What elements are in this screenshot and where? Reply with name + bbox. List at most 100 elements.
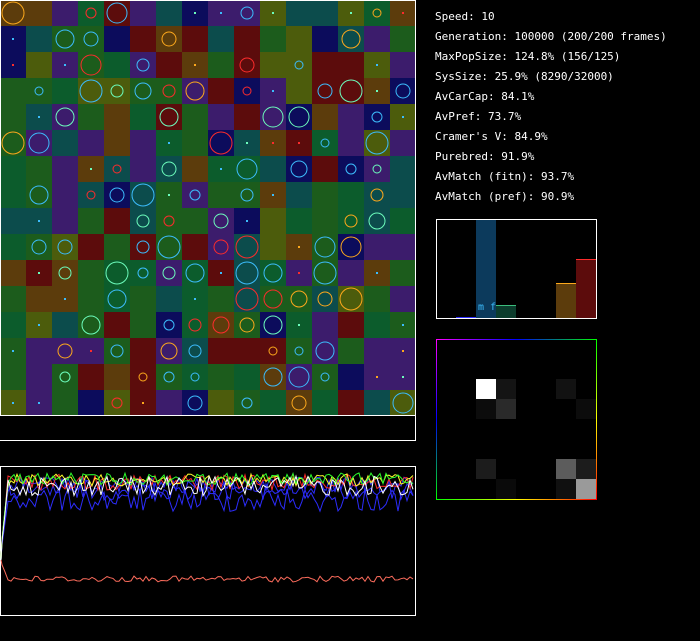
heatmap-cell bbox=[556, 379, 576, 399]
heatmap-cell bbox=[496, 479, 516, 499]
agent bbox=[268, 346, 278, 356]
stat-line: AvPref: 73.7% bbox=[435, 110, 521, 123]
agent bbox=[107, 289, 127, 309]
cell bbox=[208, 364, 234, 390]
agent bbox=[317, 291, 333, 307]
agent bbox=[372, 164, 382, 174]
cell bbox=[156, 0, 182, 26]
cell bbox=[156, 312, 182, 338]
agent bbox=[29, 185, 49, 205]
cell bbox=[130, 52, 156, 78]
cell bbox=[312, 312, 338, 338]
cell bbox=[104, 130, 130, 156]
cell bbox=[0, 208, 26, 234]
histogram-label: m f bbox=[478, 302, 496, 313]
cell bbox=[52, 156, 78, 182]
agent-dot bbox=[220, 272, 222, 274]
agent bbox=[110, 84, 124, 98]
cell bbox=[78, 78, 104, 104]
cell bbox=[78, 260, 104, 286]
cell bbox=[286, 104, 312, 130]
cell bbox=[182, 364, 208, 390]
cell bbox=[182, 338, 208, 364]
cell bbox=[130, 156, 156, 182]
cell bbox=[338, 390, 364, 416]
agent bbox=[339, 79, 363, 103]
cell bbox=[338, 286, 364, 312]
agent bbox=[188, 318, 202, 332]
cell bbox=[234, 390, 260, 416]
agent-dot bbox=[402, 376, 404, 378]
agent bbox=[160, 342, 178, 360]
agent bbox=[320, 138, 330, 148]
cell bbox=[364, 208, 390, 234]
agent bbox=[111, 397, 123, 409]
histogram-bar bbox=[496, 305, 516, 318]
cell bbox=[312, 286, 338, 312]
agent bbox=[395, 83, 411, 99]
world-grid bbox=[0, 0, 416, 416]
cell bbox=[390, 286, 416, 312]
agent bbox=[138, 372, 148, 382]
cell bbox=[208, 312, 234, 338]
agent bbox=[137, 267, 149, 279]
cell bbox=[130, 104, 156, 130]
cell bbox=[364, 390, 390, 416]
cell bbox=[208, 130, 234, 156]
cell bbox=[208, 234, 234, 260]
cell bbox=[0, 104, 26, 130]
cell bbox=[312, 182, 338, 208]
cell bbox=[0, 78, 26, 104]
agent bbox=[370, 188, 384, 202]
agent bbox=[34, 86, 44, 96]
cell bbox=[26, 26, 52, 52]
cell bbox=[156, 208, 182, 234]
cell bbox=[130, 286, 156, 312]
agent-dot bbox=[298, 272, 300, 274]
cell bbox=[52, 364, 78, 390]
cell bbox=[130, 364, 156, 390]
agent-dot bbox=[64, 298, 66, 300]
cell bbox=[52, 234, 78, 260]
agent bbox=[339, 287, 363, 311]
cell bbox=[26, 234, 52, 260]
cell bbox=[26, 130, 52, 156]
agent bbox=[105, 261, 129, 285]
cell bbox=[52, 130, 78, 156]
grid-border bbox=[0, 0, 416, 416]
cell bbox=[130, 26, 156, 52]
agent bbox=[55, 29, 75, 49]
cell bbox=[182, 234, 208, 260]
agent bbox=[320, 372, 330, 382]
heatmap-cell bbox=[556, 459, 576, 479]
cell bbox=[130, 260, 156, 286]
agent bbox=[290, 290, 308, 308]
cell bbox=[312, 156, 338, 182]
agent bbox=[80, 54, 102, 76]
agent-dot bbox=[402, 12, 404, 14]
agent bbox=[315, 341, 335, 361]
cell bbox=[156, 260, 182, 286]
cell bbox=[364, 338, 390, 364]
agent-dot bbox=[194, 12, 196, 14]
cell bbox=[260, 156, 286, 182]
cell bbox=[286, 0, 312, 26]
heatmap-cell bbox=[476, 399, 496, 419]
cell bbox=[182, 130, 208, 156]
cell bbox=[208, 338, 234, 364]
history-plot bbox=[0, 471, 414, 583]
cell bbox=[78, 364, 104, 390]
cell bbox=[312, 104, 338, 130]
agent bbox=[187, 395, 203, 411]
cell bbox=[0, 312, 26, 338]
cell bbox=[182, 390, 208, 416]
agent-dot bbox=[194, 64, 196, 66]
agent-dot bbox=[168, 194, 170, 196]
agent-dot bbox=[298, 142, 300, 144]
agent bbox=[185, 81, 205, 101]
cell bbox=[130, 234, 156, 260]
cell bbox=[208, 78, 234, 104]
agent bbox=[79, 79, 103, 103]
agent-dot bbox=[376, 272, 378, 274]
agent-dot bbox=[272, 194, 274, 196]
